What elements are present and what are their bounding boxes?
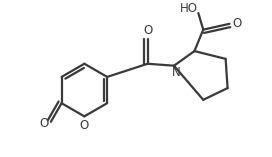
Text: N: N (172, 66, 180, 79)
Text: O: O (143, 24, 152, 37)
Text: O: O (233, 17, 242, 30)
Text: HO: HO (180, 2, 198, 15)
Text: O: O (80, 119, 89, 132)
Text: O: O (39, 117, 49, 130)
